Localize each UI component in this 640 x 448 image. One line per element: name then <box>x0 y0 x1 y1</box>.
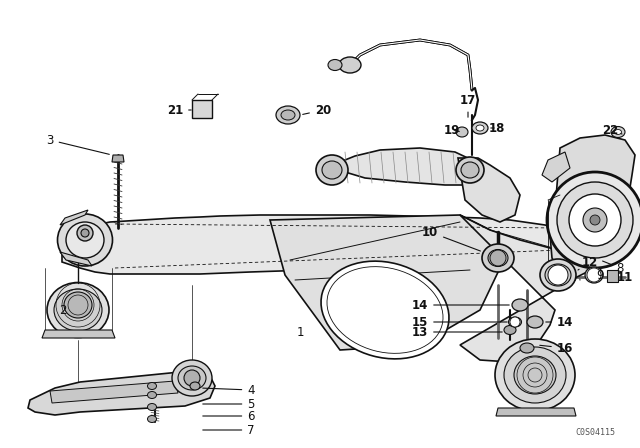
Circle shape <box>547 172 640 268</box>
Ellipse shape <box>614 129 621 134</box>
Ellipse shape <box>178 366 206 390</box>
Ellipse shape <box>276 106 300 124</box>
Ellipse shape <box>540 259 576 291</box>
Polygon shape <box>192 100 212 118</box>
Text: 20: 20 <box>303 103 331 116</box>
Text: 17: 17 <box>460 94 476 117</box>
Text: 11: 11 <box>617 271 633 284</box>
Circle shape <box>510 317 520 327</box>
Circle shape <box>77 225 93 241</box>
Ellipse shape <box>512 299 528 311</box>
Text: 4: 4 <box>203 383 255 396</box>
Ellipse shape <box>476 125 484 131</box>
Ellipse shape <box>482 244 514 272</box>
Circle shape <box>490 250 506 266</box>
Text: 3: 3 <box>46 134 109 155</box>
Ellipse shape <box>322 161 342 179</box>
Ellipse shape <box>514 356 556 394</box>
Ellipse shape <box>472 122 488 134</box>
Polygon shape <box>550 135 635 278</box>
Ellipse shape <box>509 317 522 327</box>
Text: 13: 13 <box>412 326 502 339</box>
Text: 5: 5 <box>203 397 255 410</box>
Polygon shape <box>542 152 570 182</box>
Text: 2: 2 <box>60 303 67 316</box>
Polygon shape <box>112 155 124 162</box>
Polygon shape <box>60 210 88 225</box>
Circle shape <box>587 268 601 282</box>
Polygon shape <box>62 215 590 274</box>
Polygon shape <box>42 330 115 338</box>
Text: 15: 15 <box>412 315 508 328</box>
Ellipse shape <box>504 326 516 335</box>
Ellipse shape <box>47 283 109 337</box>
Text: 19: 19 <box>444 124 460 137</box>
Text: 10: 10 <box>422 225 481 251</box>
Ellipse shape <box>147 392 157 399</box>
Ellipse shape <box>54 289 102 331</box>
Ellipse shape <box>66 222 104 258</box>
Ellipse shape <box>339 57 361 73</box>
Circle shape <box>569 194 621 246</box>
Ellipse shape <box>147 404 157 410</box>
Text: 14: 14 <box>546 315 573 328</box>
Ellipse shape <box>190 382 200 390</box>
Ellipse shape <box>611 126 625 138</box>
Text: 12: 12 <box>578 255 598 270</box>
Ellipse shape <box>147 383 157 389</box>
Circle shape <box>81 229 89 237</box>
Ellipse shape <box>488 250 508 267</box>
Polygon shape <box>60 252 92 266</box>
Polygon shape <box>270 215 500 350</box>
Ellipse shape <box>147 415 157 422</box>
Ellipse shape <box>172 360 212 396</box>
Circle shape <box>557 182 633 258</box>
Circle shape <box>548 265 568 285</box>
Text: 14: 14 <box>412 298 509 311</box>
Polygon shape <box>460 215 580 362</box>
Polygon shape <box>607 270 618 282</box>
Ellipse shape <box>456 157 484 183</box>
Polygon shape <box>28 372 215 415</box>
Ellipse shape <box>64 292 92 318</box>
Text: 1: 1 <box>296 326 304 339</box>
Ellipse shape <box>520 343 534 353</box>
Ellipse shape <box>504 347 566 403</box>
Circle shape <box>184 370 200 386</box>
Circle shape <box>583 208 607 232</box>
Ellipse shape <box>58 214 113 266</box>
Text: 18: 18 <box>489 121 505 134</box>
Ellipse shape <box>281 110 295 120</box>
Ellipse shape <box>328 60 342 70</box>
Text: 7: 7 <box>203 423 255 436</box>
Ellipse shape <box>585 267 603 283</box>
Ellipse shape <box>527 316 543 328</box>
Polygon shape <box>50 381 178 403</box>
Ellipse shape <box>456 127 468 137</box>
Text: 6: 6 <box>203 409 255 422</box>
Ellipse shape <box>495 339 575 411</box>
Text: 16: 16 <box>540 341 573 354</box>
Polygon shape <box>330 148 474 185</box>
Text: 9: 9 <box>596 268 604 281</box>
Ellipse shape <box>316 155 348 185</box>
Polygon shape <box>458 158 520 222</box>
Ellipse shape <box>321 261 449 359</box>
Text: 8: 8 <box>603 261 624 275</box>
Circle shape <box>590 215 600 225</box>
Text: C0S04115: C0S04115 <box>575 427 615 436</box>
Ellipse shape <box>461 162 479 178</box>
Text: 22: 22 <box>602 124 622 137</box>
Ellipse shape <box>545 264 571 286</box>
Text: 21: 21 <box>167 103 191 116</box>
Polygon shape <box>496 408 576 416</box>
